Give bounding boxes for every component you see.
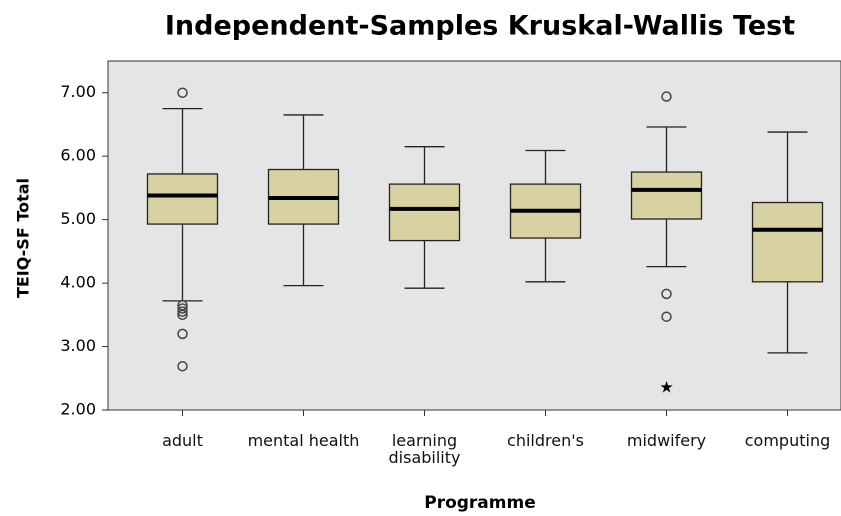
x-tick-label: computing	[744, 431, 831, 450]
x-tick-label: children's	[507, 431, 584, 450]
x-tick-label: learning disability	[388, 431, 461, 467]
box	[146, 173, 219, 225]
plot-area	[107, 60, 841, 411]
box	[630, 171, 703, 220]
outlier	[177, 306, 188, 317]
y-tick-label: 7.00	[60, 82, 96, 101]
x-tick-label: mental health	[247, 431, 360, 450]
outlier	[661, 288, 672, 300]
chart-title: Independent-Samples Kruskal-Wallis Test	[165, 11, 795, 42]
x-axis-label: Programme	[424, 493, 536, 513]
x-tick-label: midwifery	[626, 431, 707, 450]
outlier	[177, 328, 188, 340]
outlier	[177, 303, 188, 314]
x-tick-label: adult	[162, 431, 203, 450]
outlier	[177, 309, 188, 321]
outlier	[661, 311, 672, 322]
outlier	[177, 87, 188, 98]
y-axis-label: TEIQ-SF Total	[14, 178, 33, 298]
y-tick-label: 6.00	[60, 146, 96, 165]
y-tick-label: 2.00	[60, 400, 96, 419]
box	[751, 201, 824, 283]
y-tick-label: 3.00	[60, 336, 96, 355]
box	[388, 183, 461, 242]
y-tick-label: 5.00	[60, 209, 96, 228]
y-tick-label: 4.00	[60, 273, 96, 292]
extreme: ★	[659, 378, 673, 397]
outlier	[661, 91, 672, 102]
outlier	[177, 360, 188, 372]
